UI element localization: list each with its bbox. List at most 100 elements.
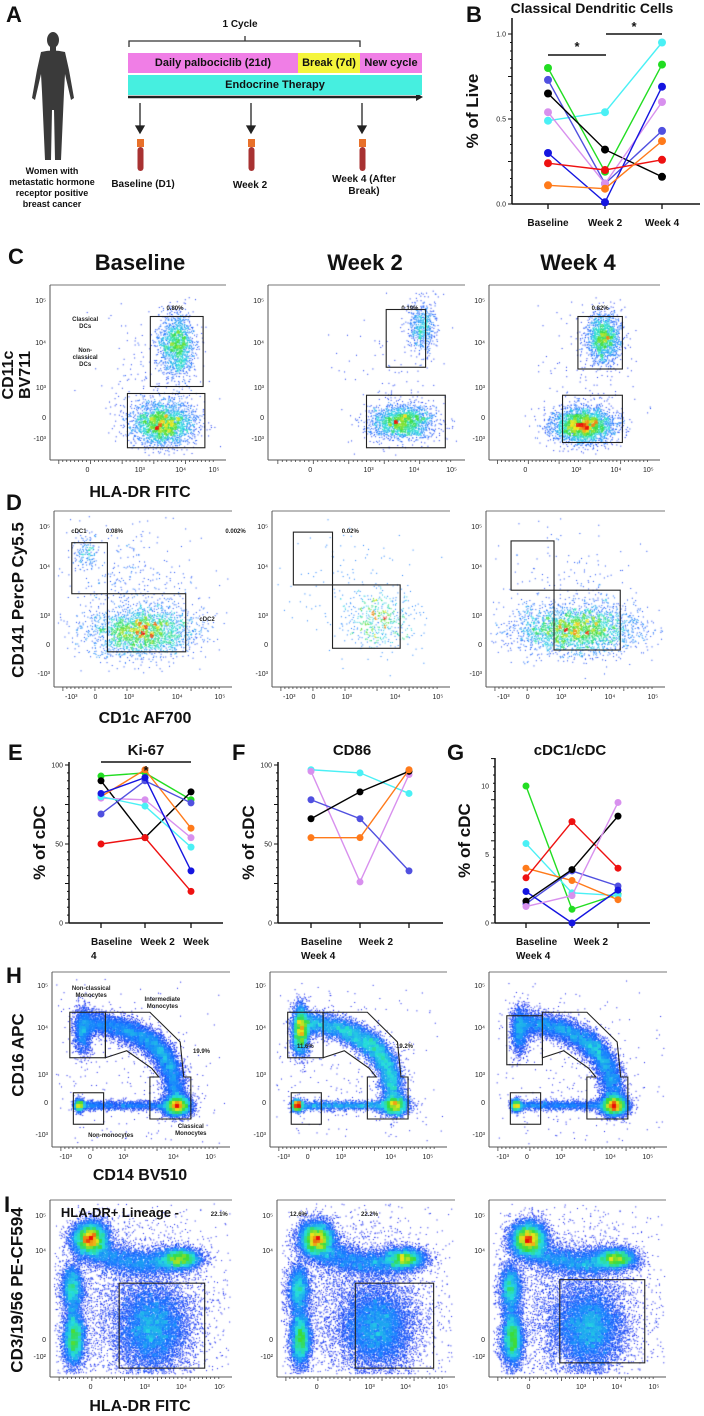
gate[interactable] [292,531,334,586]
gate[interactable] [106,593,187,653]
x-tick-label: 10⁴ [175,467,187,474]
gates-and-axes [276,1199,455,1381]
y-tick-label: 100 [260,763,272,770]
flow-dot-density [489,285,660,460]
y-tick-label: 10⁴ [255,1024,266,1032]
x-tick-label: 0 [525,694,530,701]
gate[interactable] [577,315,623,370]
flow-dot-density [52,972,230,1147]
gate-label-line: DCs [79,362,92,368]
gate-label: Non-monocytes [88,1133,134,1139]
gate[interactable] [71,542,108,595]
data-point [522,864,530,872]
timepoint-week4-line: Break) [348,186,380,197]
data-point [141,774,149,782]
column-title-baseline: Baseline [94,250,186,275]
chart-g: 0 5 10 cDC1/cDC % of cDC Baseline Week 2 Week … [455,742,650,962]
flow-dot-density [486,511,665,687]
gate-label: 0.80% [166,306,184,312]
y-tick-label: 10⁴ [253,339,264,347]
cycle-bracket [128,36,361,47]
gate[interactable] [290,1092,322,1125]
patient-line: breast cancer [22,199,82,209]
x-tick-label: 10⁵ [648,1384,660,1391]
data-point [356,769,364,777]
y-tick-label: 0 [264,641,268,649]
x-tick-label: 0 [308,467,313,474]
panel-letter-i: I [4,1192,11,1217]
gate[interactable] [559,1279,646,1364]
y-tick-label: 10⁴ [474,1248,485,1256]
flow-dot-density [277,1200,455,1377]
gate[interactable] [69,1011,106,1059]
panel-letter-d: D [6,490,22,515]
gate[interactable] [385,308,427,368]
data-point [544,181,552,190]
data-point [544,116,552,125]
gate[interactable] [354,1282,435,1369]
gate[interactable] [126,392,206,449]
gate[interactable] [553,589,621,651]
panel-letter-c: C [8,244,24,269]
data-point [141,802,149,810]
x-tick-label: -10³ [496,1154,509,1161]
gate[interactable] [72,1092,105,1125]
gate-label: 0.02% [341,528,359,535]
gate[interactable] [561,394,623,444]
y-tick-label: 0 [268,921,272,928]
gate[interactable] [118,1282,206,1369]
x-axis-label-line: Week 4 [301,951,336,962]
gates-and-axes [271,510,450,691]
y-tick-label: 5 [485,852,489,859]
y-tick-label: 10⁴ [39,564,50,572]
x-axis-label-line: Baseline Week 2 [301,937,394,948]
woman-silhouette-icon [32,32,74,160]
gate-intermediate-monocytes[interactable] [322,1011,409,1120]
gate-label: Non-classical Monocytes [72,986,111,1000]
x-tick-label: 0 [526,1384,531,1391]
y-tick-label: -10³ [37,671,50,679]
gate[interactable] [510,540,555,591]
gate-label-line: Intermediate [144,996,181,1003]
y-tick-label: 0 [44,1100,48,1107]
gate-intermediate-monocytes[interactable] [541,1011,629,1120]
gate[interactable] [506,1015,543,1066]
data-point [568,818,576,826]
data-point [658,82,666,91]
x-tick-label: 0 [314,1384,319,1391]
gates-and-axes [485,510,665,691]
data-point [97,777,105,785]
y-tick-label: 0 [481,414,485,422]
x-tick-label: 10⁵ [214,1384,225,1391]
data-point [658,172,666,181]
gate-label: 0.08% [106,528,124,535]
gate[interactable] [509,1092,542,1125]
x-tick-label: 10⁵ [208,467,220,474]
panel-letter-a: A [6,2,22,27]
x-tick-label: 10⁴ [385,1154,397,1161]
i-x-axis-title: HLA-DR FITC [89,1398,191,1415]
significance-star: * [631,19,637,34]
gate-label-line: Non-classical [71,986,111,992]
y-tick-label: 10³ [471,613,482,621]
x-axis-label-line: Baseline Week 2 [516,937,609,948]
data-point [544,75,552,84]
y-tick-label: 10⁴ [474,339,485,347]
data-point [187,824,195,832]
gate[interactable] [331,584,401,649]
chart-e: 0 50 100 Ki-67 % of cDC Baseline Week 2 Week 4… [30,742,223,962]
x-tick-label: 10⁴ [176,1384,187,1391]
gate-intermediate-monocytes[interactable] [104,1011,192,1120]
new-cycle-bar: New cycle [360,53,422,73]
data-point [522,897,530,905]
gates-and-axes [49,284,226,464]
gate[interactable] [149,315,204,388]
x-tick-label: 0 [523,467,528,474]
flow-plot-h-baseline: 10⁵ 10⁴ 10³ 0 -10³ -10³ 0 10³ 10⁴ 10⁵ Non-classica… [36,971,230,1161]
x-tick-label: 0 [524,1154,529,1161]
y-tick-label: -10³ [251,435,264,443]
data-point [658,155,666,164]
gate[interactable] [287,1011,324,1059]
gate-label: 11.6% [297,1043,314,1050]
gate[interactable] [365,394,446,449]
